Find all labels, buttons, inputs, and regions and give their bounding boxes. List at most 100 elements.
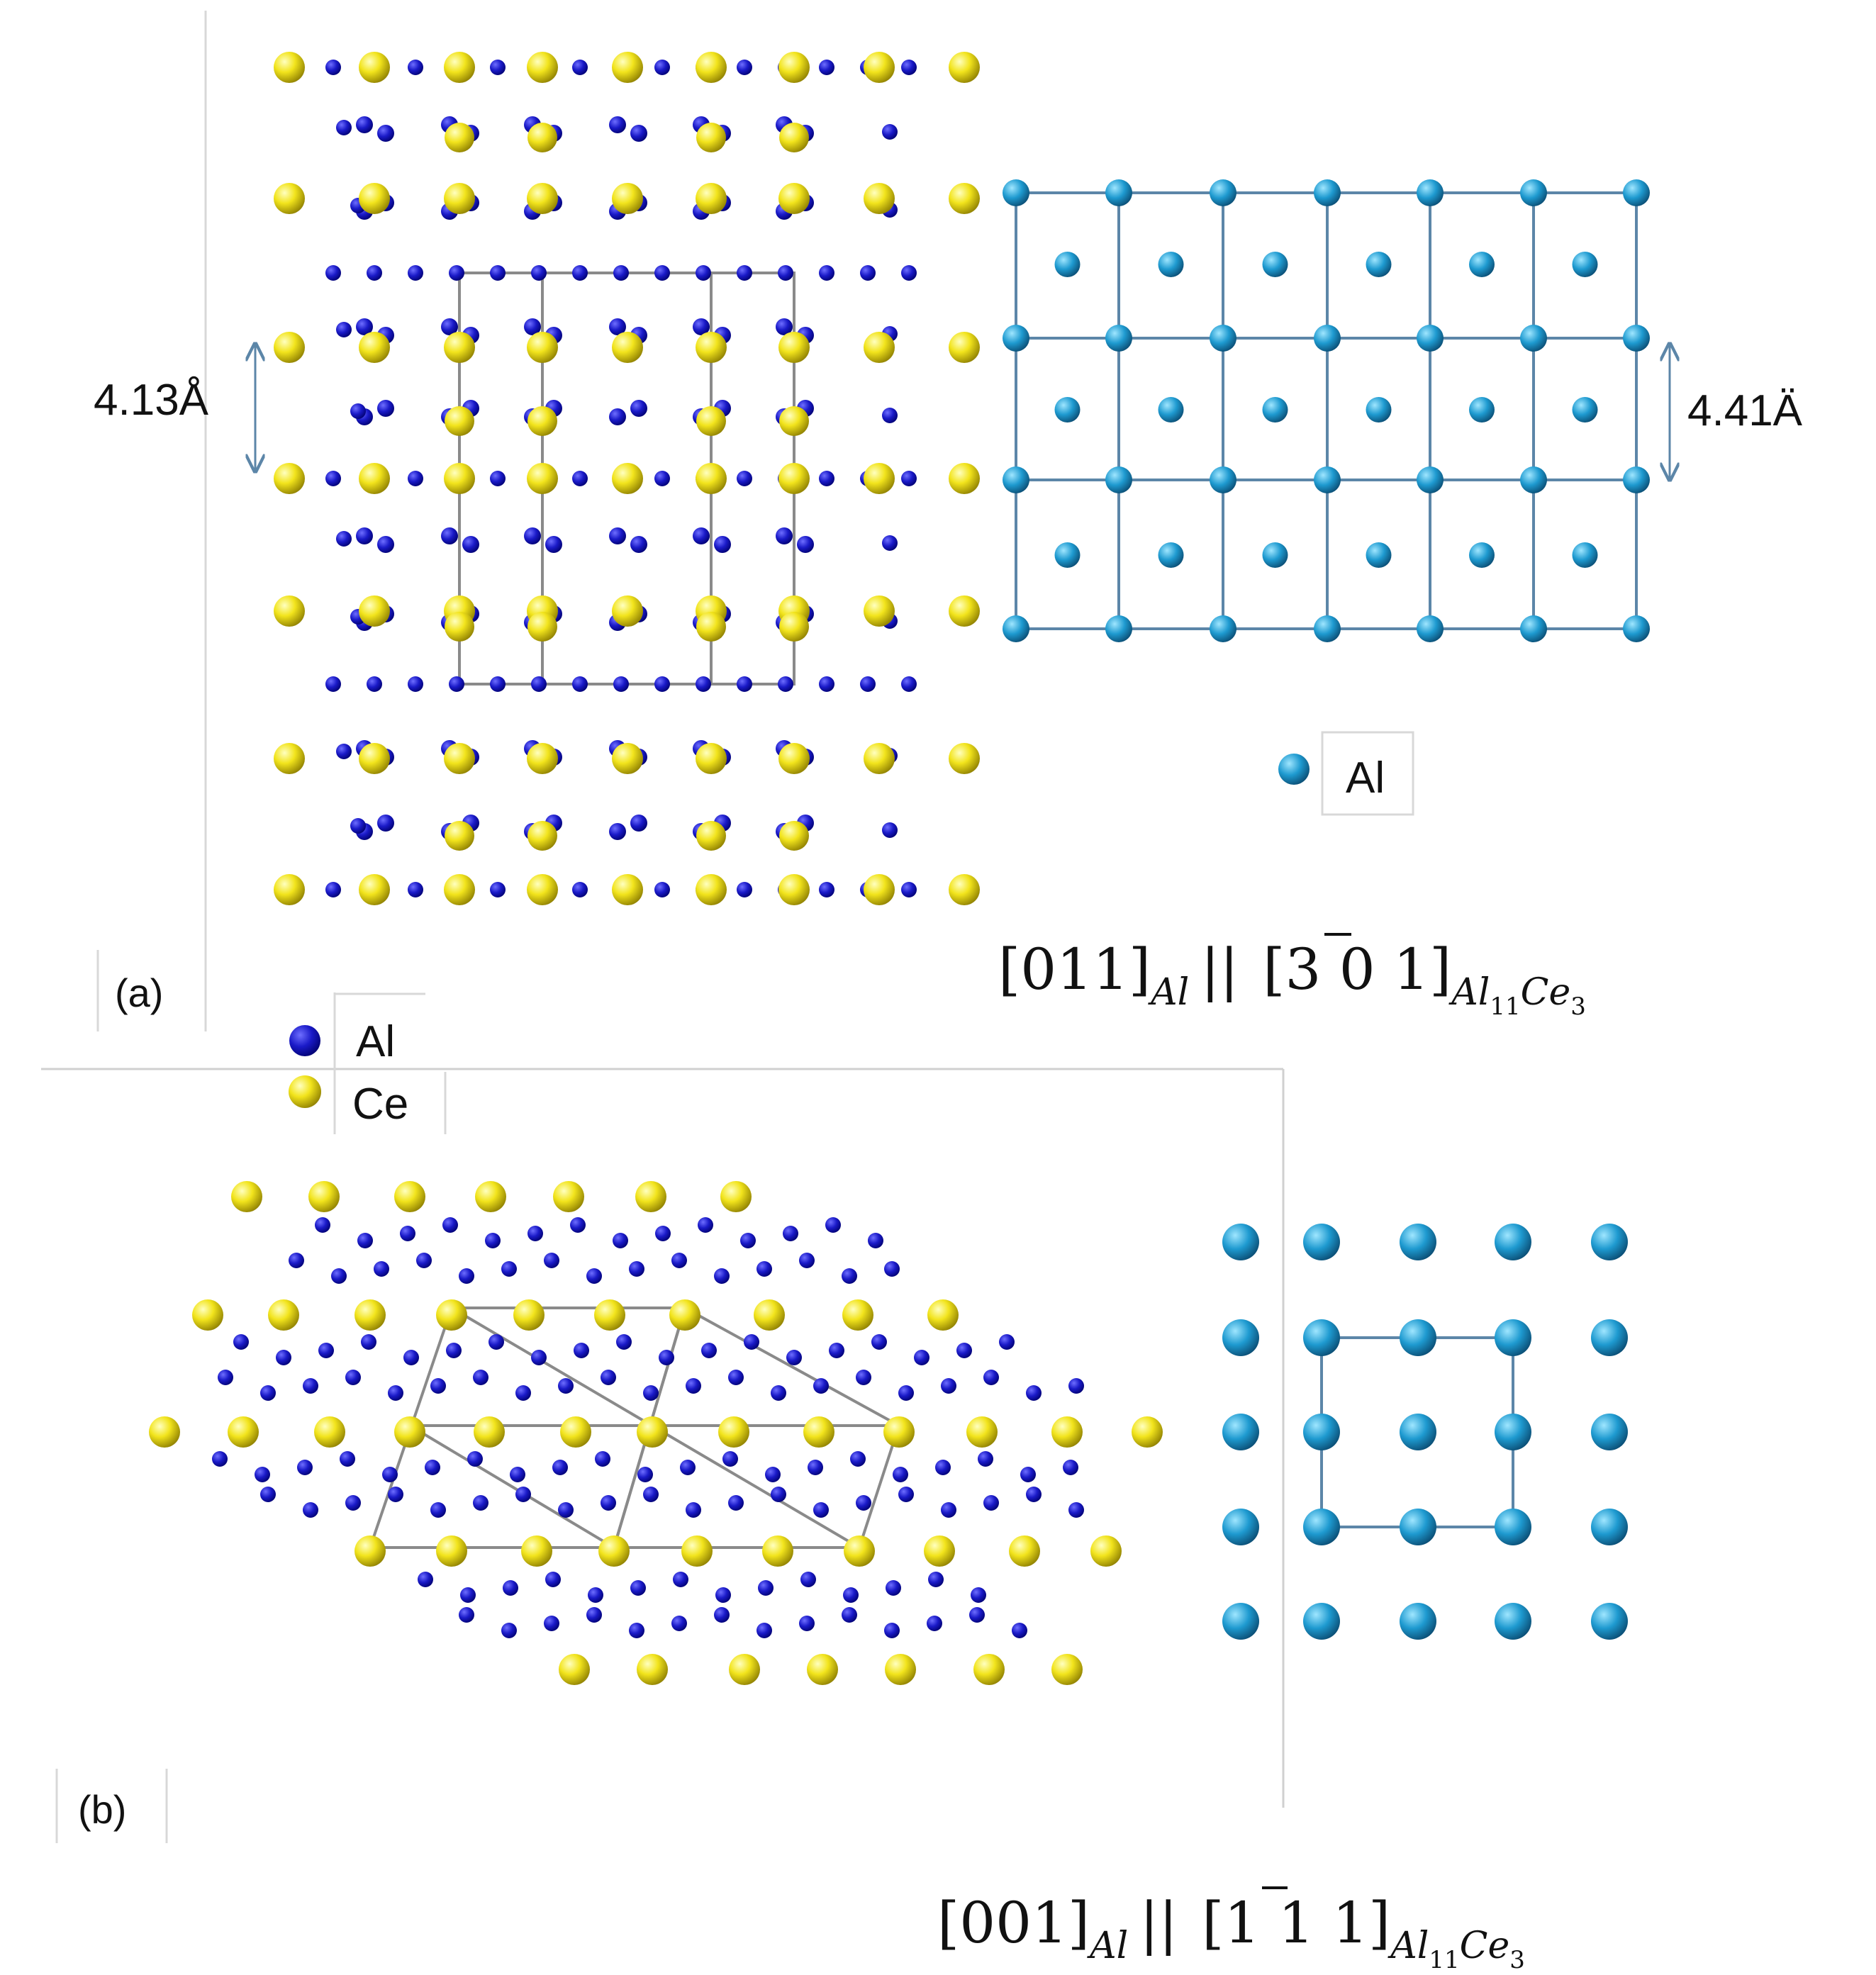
al-atom [1303,1414,1340,1450]
ce-atom [949,874,980,905]
ce-atom [268,1299,299,1331]
al-atom [430,1378,446,1394]
ce-atom [308,1181,340,1212]
al-atom [819,676,834,692]
al-atom [856,1495,871,1511]
ce-atom [436,1299,467,1331]
al-atom [778,265,793,281]
al-atom [893,1467,908,1482]
al-atom [842,1268,857,1284]
al-atom [680,1460,696,1475]
al-atom-center [1366,542,1392,568]
al-atom [462,536,479,553]
al-atom [1303,1603,1340,1640]
al-atom [325,471,341,486]
ce-atom [973,1654,1005,1685]
ce-atom [864,595,895,627]
al-atom [1303,1509,1340,1545]
al-atom-corner [1210,179,1236,206]
ce-atom [354,1299,386,1331]
al-atom-corner [1314,615,1341,642]
al-atom-corner [1314,325,1341,352]
ce-atom [527,183,558,214]
al-atom [552,1460,568,1475]
al-atom [1495,1319,1531,1356]
al-atom [898,1385,914,1401]
al-atom [850,1451,866,1467]
ce-atom [1051,1416,1083,1448]
al-atom [459,1607,474,1623]
ce-atom [231,1181,262,1212]
al-atom [289,1253,304,1268]
al-atom [572,60,588,75]
ce-atom [635,1181,666,1212]
al-atom-corner [1210,466,1236,493]
al-atom [531,265,547,281]
al-atom [609,408,626,425]
ce-atom [228,1416,259,1448]
unit-cell-b-diagonal-2 [408,1424,615,1549]
al-atom [1063,1460,1078,1475]
al-atom [367,676,382,692]
ce-atom [612,183,643,214]
al-fcc-lattice-b [1222,1224,1628,1640]
al-atom [408,676,423,692]
ce-atom [696,874,727,905]
al-atom [884,1261,900,1277]
al-atom-corner [1623,466,1650,493]
al-atom [630,125,647,142]
al-atom [819,882,834,897]
al-atom [630,536,647,553]
al-atom [515,1487,531,1502]
ce-atom [359,874,390,905]
al-atom [325,265,341,281]
al-atom [374,1261,389,1277]
al-atom [728,1495,744,1511]
al-atom [1222,1603,1259,1640]
ce-atom [527,743,558,774]
ce-atom [445,123,474,152]
ce-atom [1009,1535,1040,1567]
al-atom [1222,1224,1259,1260]
al-atom [771,1385,786,1401]
ce-atom [864,52,895,83]
ce-atom [778,463,810,494]
al-atom [408,471,423,486]
ce-atom [314,1416,345,1448]
ce-atom [274,595,305,627]
al-atom-corner [1210,325,1236,352]
ce-atom [637,1654,668,1685]
ce-atom [560,1416,591,1448]
ce-atom [612,463,643,494]
al-atom [1495,1414,1531,1450]
ce-atom [274,463,305,494]
al-atom [856,1370,871,1385]
al-atom-corner [1417,615,1444,642]
al-atom [941,1378,956,1394]
ce-atom [436,1535,467,1567]
al-atom [377,536,394,553]
al-atom-center [1054,397,1081,423]
al-atom [829,1343,844,1358]
ce-atom [949,332,980,363]
al-atom [999,1334,1015,1350]
al-atom [367,265,382,281]
ce-atom [779,406,809,436]
al-atom [545,1572,561,1587]
ce-atom [778,332,810,363]
al-atom-center [1262,542,1288,568]
ce-atom [885,1654,916,1685]
ce-atom [359,743,390,774]
ce-atom [521,1535,552,1567]
al-atom [212,1451,228,1467]
ce-atom [527,52,558,83]
al-atom [722,1451,738,1467]
al-atom [613,1233,628,1248]
al-atom [490,882,506,897]
al-atom [898,1487,914,1502]
al-atom [544,1616,559,1631]
al-atom-center [1054,252,1081,277]
al-atom-corner [1314,179,1341,206]
ce-atom [844,1535,875,1567]
al-atom [882,124,898,140]
